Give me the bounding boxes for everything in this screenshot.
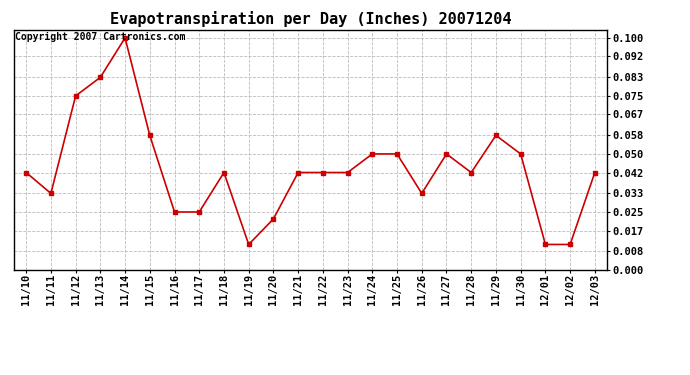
- Text: Copyright 2007 Cartronics.com: Copyright 2007 Cartronics.com: [15, 32, 186, 42]
- Title: Evapotranspiration per Day (Inches) 20071204: Evapotranspiration per Day (Inches) 2007…: [110, 12, 511, 27]
